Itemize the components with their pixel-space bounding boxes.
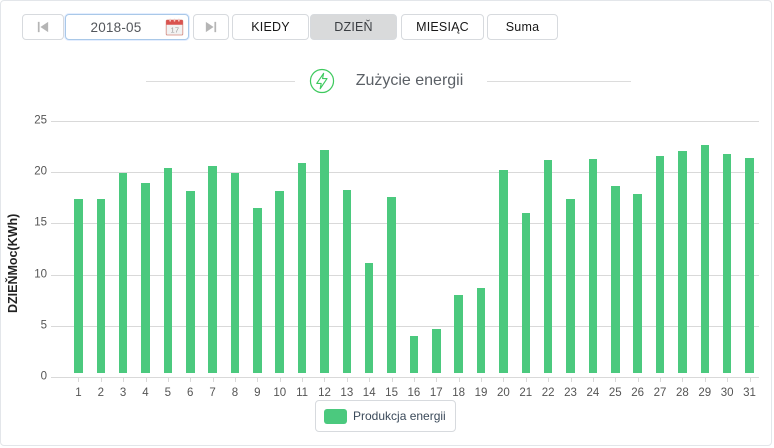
svg-text:17: 17 <box>171 25 180 34</box>
